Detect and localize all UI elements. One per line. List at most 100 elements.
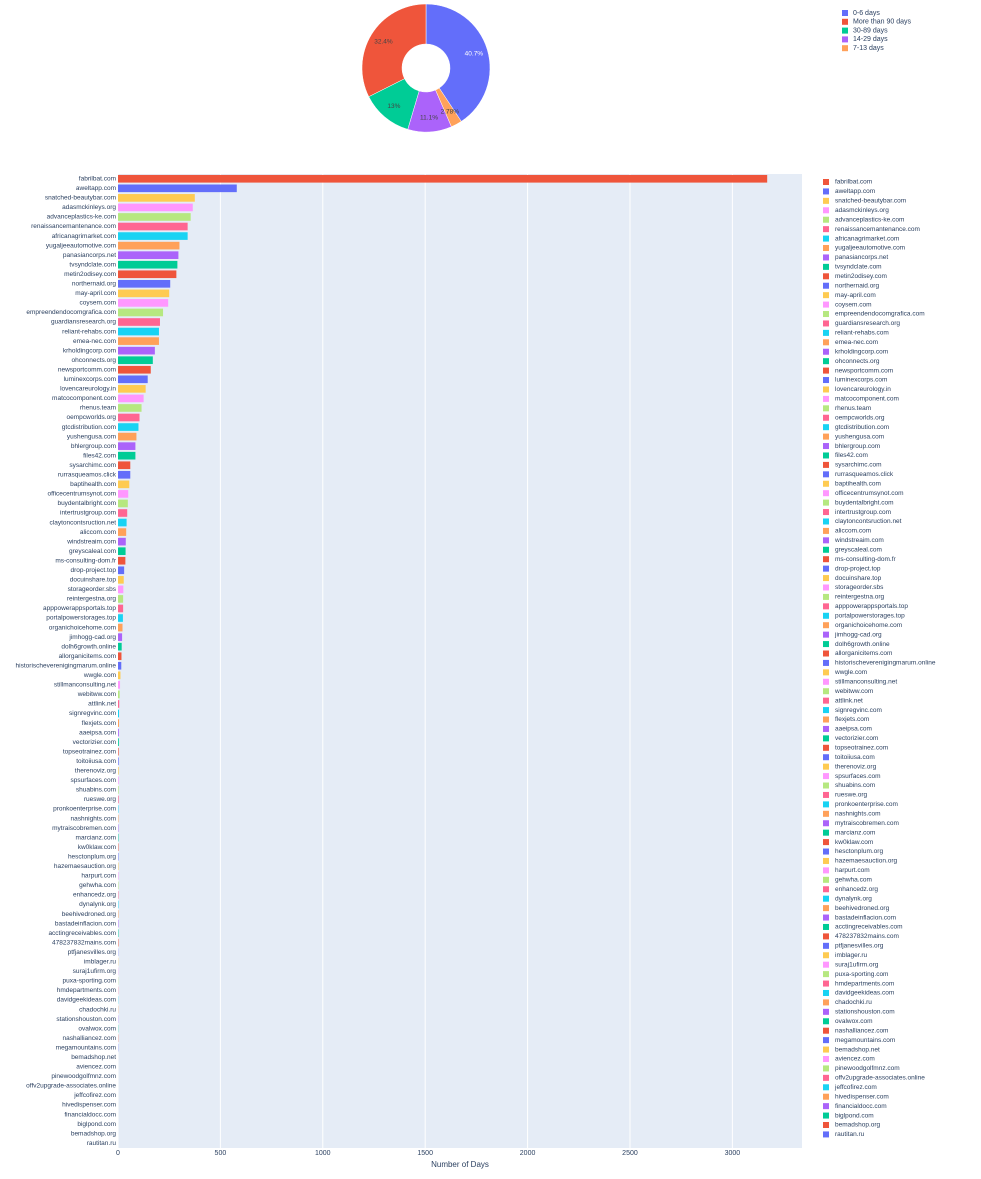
legend-swatch (823, 886, 829, 893)
legend-swatch (823, 820, 829, 827)
legend-label: More than 90 days (853, 19, 911, 26)
y-tick-label: reliant-rehabs.com (62, 328, 116, 335)
y-tick-label: reintergestna.org (67, 596, 117, 603)
legend-label: 0-6 days (853, 10, 880, 17)
legend-swatch (823, 292, 829, 299)
legend-swatch (823, 471, 829, 478)
legend-label: apppowerappsportals.top (835, 603, 908, 610)
y-tick-label: africanagrimarket.com (52, 233, 116, 240)
bar (118, 279, 171, 288)
legend-label: pronkoenterprise.com (835, 801, 898, 808)
legend-swatch (823, 857, 829, 864)
y-tick-label: greyscaleal.com (69, 548, 116, 555)
y-tick-label: newsportcomm.com (58, 366, 116, 373)
legend-swatch (823, 933, 829, 940)
bar (118, 241, 180, 250)
pie-slice (361, 3, 427, 98)
legend-label: acctingreceivables.com (835, 924, 903, 931)
y-tick-label: megamountains.com (56, 1044, 116, 1051)
legend-label: 30-89 days (853, 27, 888, 34)
x-axis-title: Number of Days (431, 1160, 489, 1169)
legend-swatch (823, 791, 829, 798)
y-tick-label: therenoviz.org (75, 768, 117, 775)
bar (118, 719, 120, 727)
legend-label: signregvinc.com (835, 707, 882, 714)
legend-label: biglpond.com (835, 1112, 874, 1119)
y-tick-label: webitww.com (77, 691, 116, 698)
legend-swatch (823, 254, 829, 261)
legend-swatch (823, 405, 829, 412)
legend-label: reintergestna.org (835, 594, 885, 601)
y-tick-label: ptfjanesvilles.org (68, 949, 117, 956)
bar (118, 700, 120, 708)
bar (118, 203, 193, 212)
legend-swatch (823, 650, 829, 657)
bar (118, 786, 119, 794)
legend-label: buydentalbright.com (835, 499, 894, 506)
legend-swatch (823, 1084, 829, 1091)
legend-label: files42.com (835, 452, 868, 459)
legend-label: financialdocc.com (835, 1103, 887, 1110)
bar (118, 623, 123, 632)
legend-label: ovalwox.com (835, 1018, 873, 1025)
legend-label: northernaid.org (835, 282, 879, 289)
y-tick-label: pinewoodgolfmnz.com (51, 1073, 116, 1080)
y-tick-label: rhenus.team (80, 405, 116, 412)
legend-label: suraj1ufirm.org (835, 961, 879, 968)
legend-label: docuinshare.top (835, 575, 882, 582)
bar (118, 413, 140, 422)
legend-swatch (823, 631, 829, 638)
legend-swatch (823, 367, 829, 374)
legend-label: newsportcomm.com (835, 367, 893, 374)
y-tick-label: rautitan.ru (87, 1140, 117, 1147)
legend-swatch (823, 329, 829, 336)
legend-swatch (823, 414, 829, 421)
legend-swatch (823, 1093, 829, 1100)
legend-swatch (823, 556, 829, 563)
legend-label: advanceplastics-ke.com (835, 216, 904, 223)
y-tick-label: oempcworlds.org (67, 414, 117, 421)
legend-swatch (823, 358, 829, 365)
y-tick-label: rurrasqueamos.click (58, 472, 117, 479)
legend-swatch (823, 499, 829, 506)
y-tick-label: harpurt.com (81, 873, 116, 880)
legend-swatch (823, 452, 829, 459)
legend-swatch (823, 1112, 829, 1119)
legend-label: 478237832mains.com (835, 933, 899, 940)
bar (118, 547, 126, 556)
x-tick-label: 2000 (520, 1150, 536, 1157)
bar (118, 299, 169, 307)
bar (118, 518, 127, 527)
x-tick-label: 1000 (315, 1150, 331, 1157)
bar (118, 509, 128, 517)
legend-swatch (823, 311, 829, 318)
bar (118, 260, 178, 269)
y-tick-label: coysem.com (80, 300, 116, 307)
bar (118, 327, 159, 336)
y-tick-label: storageorder.sbs (68, 586, 117, 593)
legend-swatch (823, 735, 829, 742)
legend-swatch (823, 395, 829, 402)
legend-label: webitww.com (834, 688, 873, 695)
y-tick-label: fabrilbat.com (79, 175, 116, 182)
legend-swatch (823, 839, 829, 846)
legend-label: shuabins.com (835, 782, 875, 789)
legend-swatch (823, 490, 829, 497)
y-tick-label: historischeverenigingmarum.online (16, 662, 117, 669)
legend-label: rhenus.team (835, 405, 871, 412)
legend-swatch (823, 867, 829, 874)
bar (118, 709, 120, 718)
y-tick-label: bhlergroup.com (71, 443, 116, 450)
bar (118, 194, 195, 202)
legend-swatch (823, 603, 829, 610)
bar (118, 337, 159, 345)
y-tick-label: empreendendocomgrafica.com (26, 309, 116, 316)
bar (118, 652, 122, 661)
legend-label: aweltapp.com (835, 188, 875, 195)
legend-label: emea-nec.com (835, 339, 878, 346)
bar (118, 614, 123, 622)
bar (118, 499, 128, 508)
bar (118, 174, 768, 183)
y-tick-label: baptihealth.com (70, 481, 116, 488)
